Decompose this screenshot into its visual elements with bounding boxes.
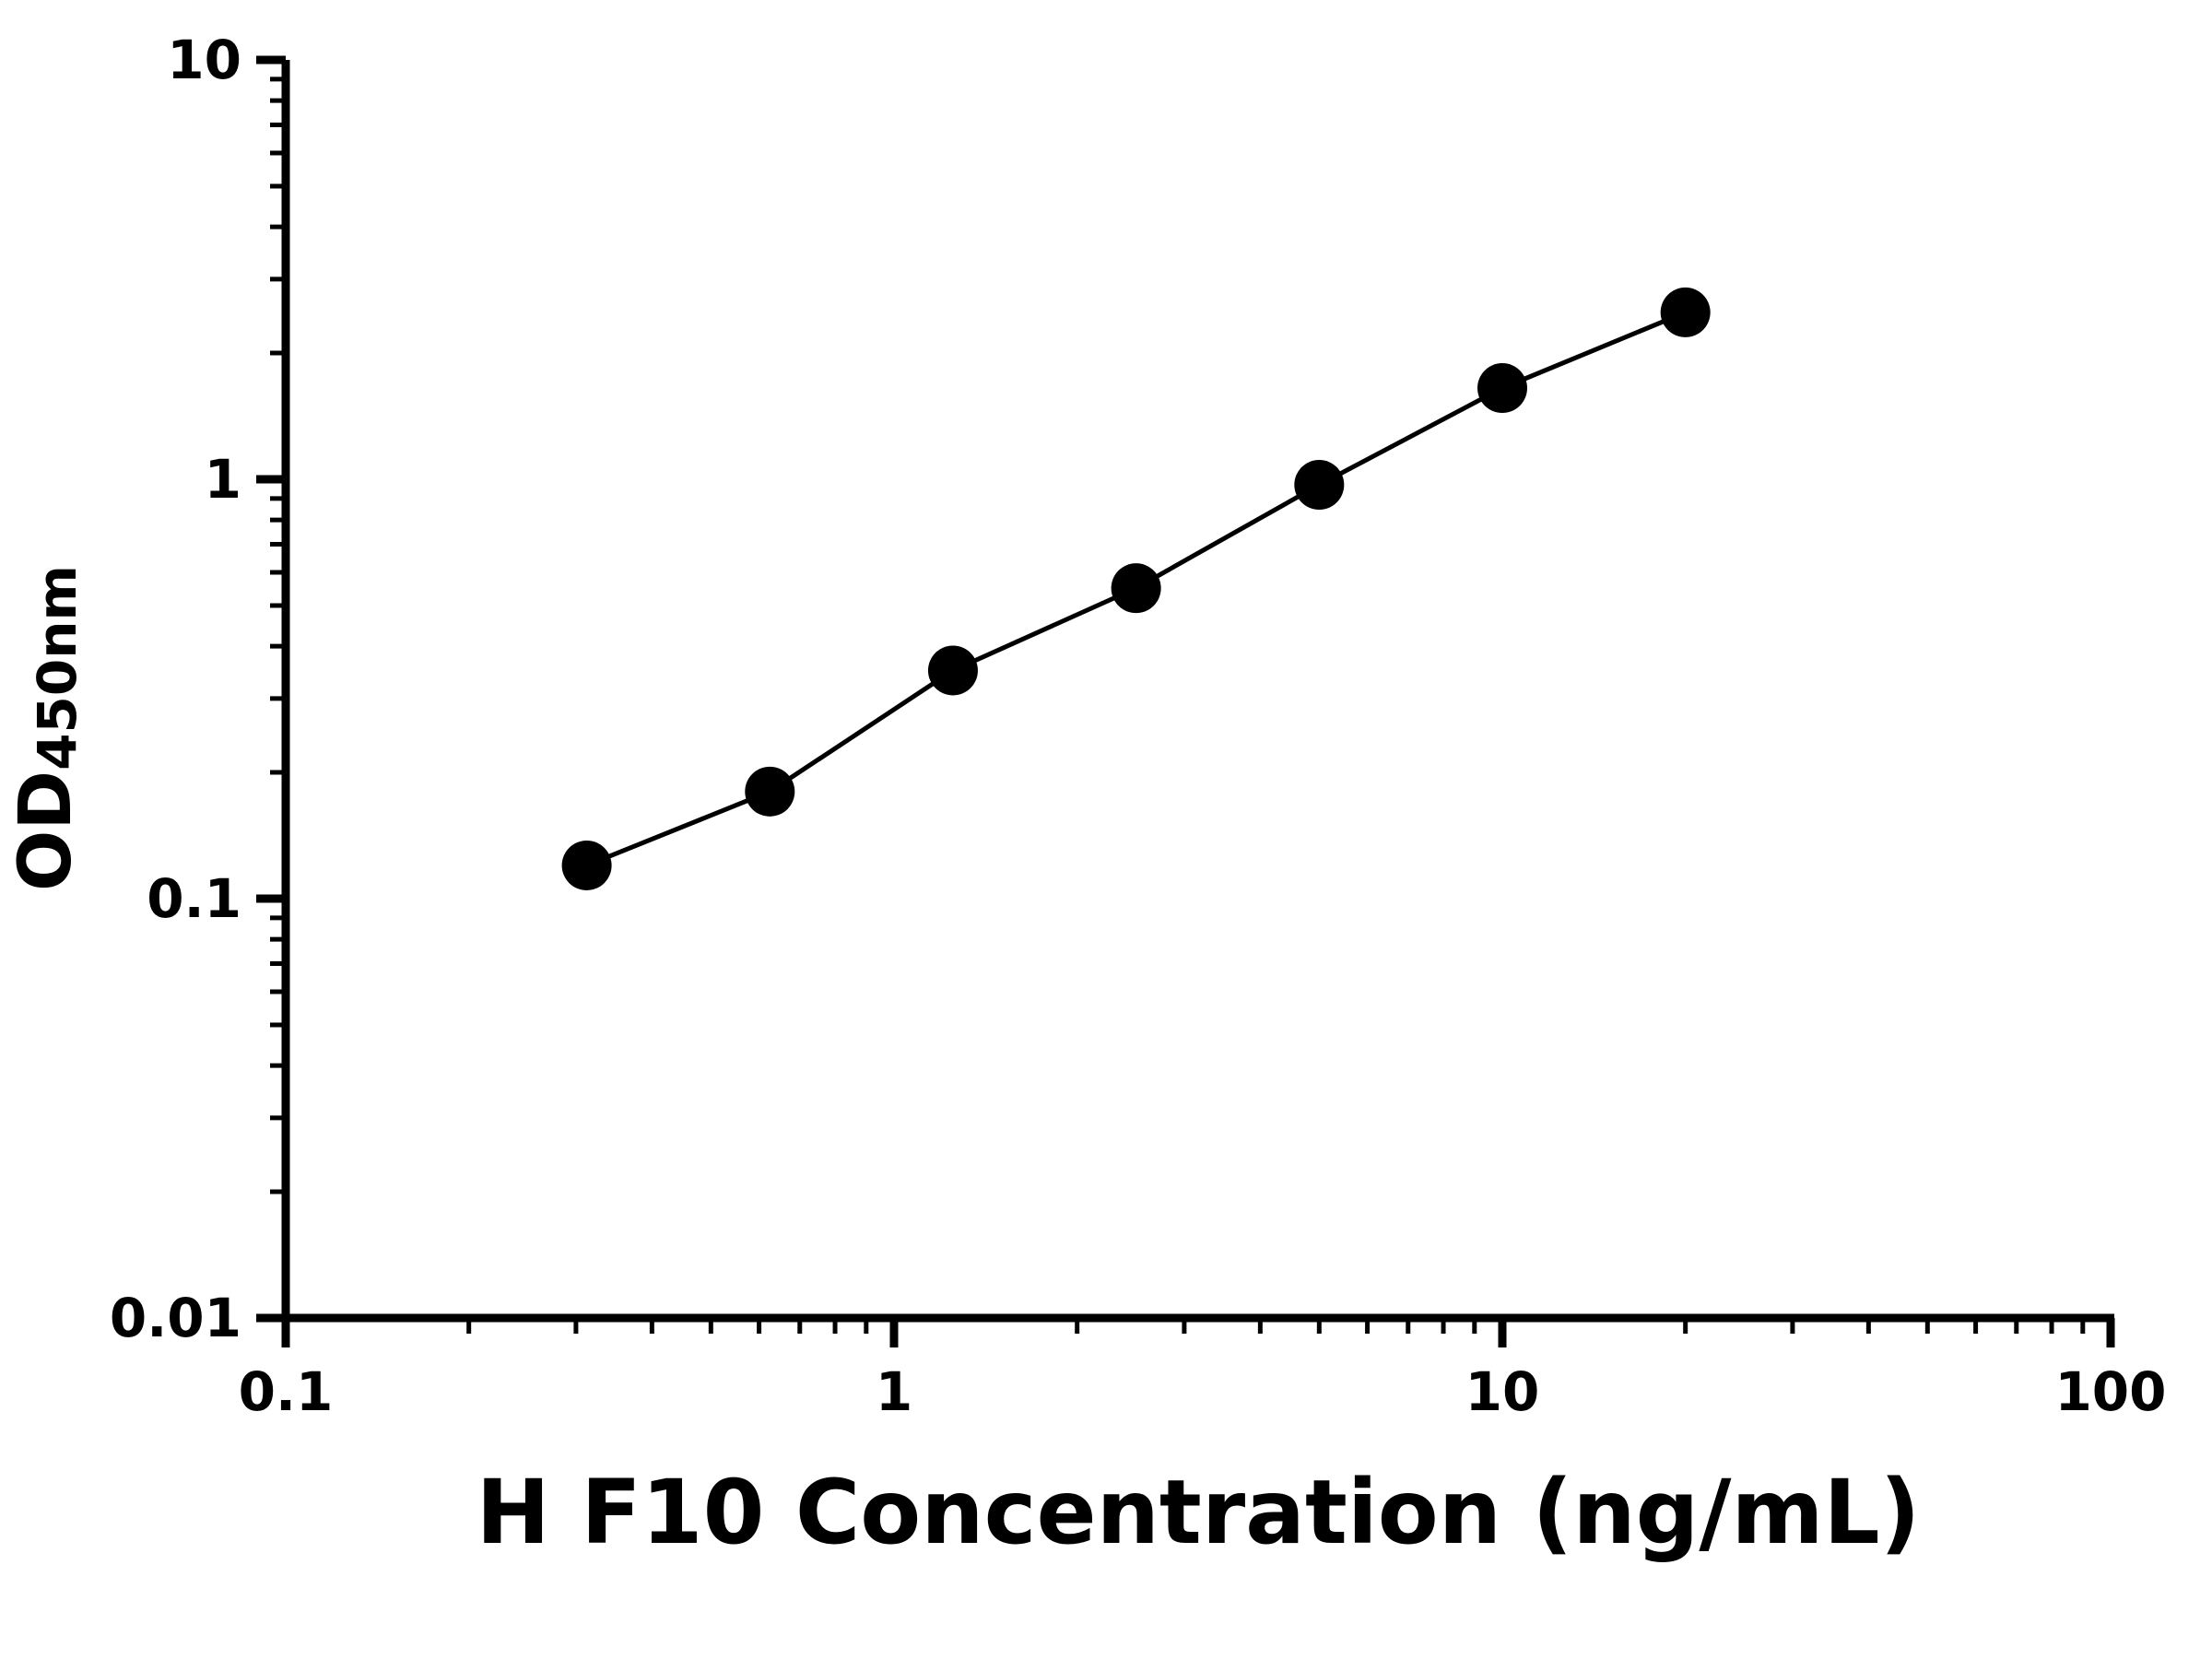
data-point: [927, 645, 978, 696]
y-axis-title-sub: 450nm: [26, 565, 88, 771]
data-point: [1294, 460, 1345, 511]
data-point: [745, 766, 795, 817]
x-tick-label: 10: [1465, 1360, 1540, 1423]
data-point: [561, 840, 612, 890]
y-tick-label: 0.01: [110, 1287, 241, 1349]
y-axis-title-main: OD: [5, 770, 88, 891]
y-tick-label: 1: [205, 448, 241, 511]
y-tick-label: 10: [167, 29, 241, 91]
data-point: [1660, 287, 1711, 337]
data-point: [1477, 363, 1527, 414]
x-axis-title: H F10 Concentration (ng/mL): [476, 1461, 1921, 1564]
y-axis-title: OD450nm: [5, 406, 88, 1051]
data-point: [1111, 563, 1161, 614]
x-tick-label: 0.1: [239, 1360, 334, 1423]
y-tick-label: 0.1: [147, 867, 241, 930]
x-tick-label: 1: [876, 1360, 912, 1423]
x-tick-label: 100: [2054, 1360, 2166, 1423]
